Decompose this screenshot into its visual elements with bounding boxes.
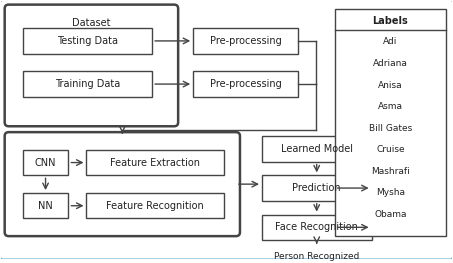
Text: Training Data: Training Data bbox=[55, 79, 120, 89]
Text: Mashrafi: Mashrafi bbox=[371, 167, 410, 176]
FancyBboxPatch shape bbox=[23, 150, 68, 175]
Text: Cruise: Cruise bbox=[376, 145, 405, 154]
Text: Feature Extraction: Feature Extraction bbox=[110, 158, 200, 168]
Text: Adi: Adi bbox=[383, 37, 398, 46]
Text: Feature Recognition: Feature Recognition bbox=[106, 201, 204, 211]
FancyBboxPatch shape bbox=[23, 71, 152, 97]
Text: Adriana: Adriana bbox=[373, 59, 408, 68]
Text: Learned Model: Learned Model bbox=[281, 144, 353, 154]
Text: Anisa: Anisa bbox=[378, 80, 403, 90]
Text: Obama: Obama bbox=[374, 210, 407, 219]
Text: Labels: Labels bbox=[373, 16, 408, 26]
FancyBboxPatch shape bbox=[5, 5, 178, 126]
FancyBboxPatch shape bbox=[87, 193, 224, 219]
Text: Pre-processing: Pre-processing bbox=[210, 36, 281, 46]
FancyBboxPatch shape bbox=[193, 28, 298, 54]
FancyBboxPatch shape bbox=[193, 71, 298, 97]
FancyBboxPatch shape bbox=[87, 150, 224, 175]
FancyBboxPatch shape bbox=[262, 136, 371, 161]
FancyBboxPatch shape bbox=[5, 132, 240, 236]
FancyBboxPatch shape bbox=[262, 215, 371, 240]
FancyBboxPatch shape bbox=[23, 28, 152, 54]
FancyBboxPatch shape bbox=[262, 175, 371, 201]
Text: CNN: CNN bbox=[35, 158, 56, 168]
Text: NN: NN bbox=[38, 201, 53, 211]
Text: Mysha: Mysha bbox=[376, 189, 405, 198]
Text: Asma: Asma bbox=[378, 102, 403, 111]
FancyBboxPatch shape bbox=[335, 8, 446, 236]
FancyBboxPatch shape bbox=[23, 193, 68, 219]
Text: Person Recognized: Person Recognized bbox=[274, 252, 359, 261]
Text: Bill Gates: Bill Gates bbox=[369, 124, 412, 133]
Text: Dataset: Dataset bbox=[72, 18, 111, 28]
Text: Prediction: Prediction bbox=[292, 183, 341, 193]
Text: Face Recognition: Face Recognition bbox=[275, 222, 358, 232]
Text: Pre-processing: Pre-processing bbox=[210, 79, 281, 89]
Text: Testing Data: Testing Data bbox=[57, 36, 118, 46]
